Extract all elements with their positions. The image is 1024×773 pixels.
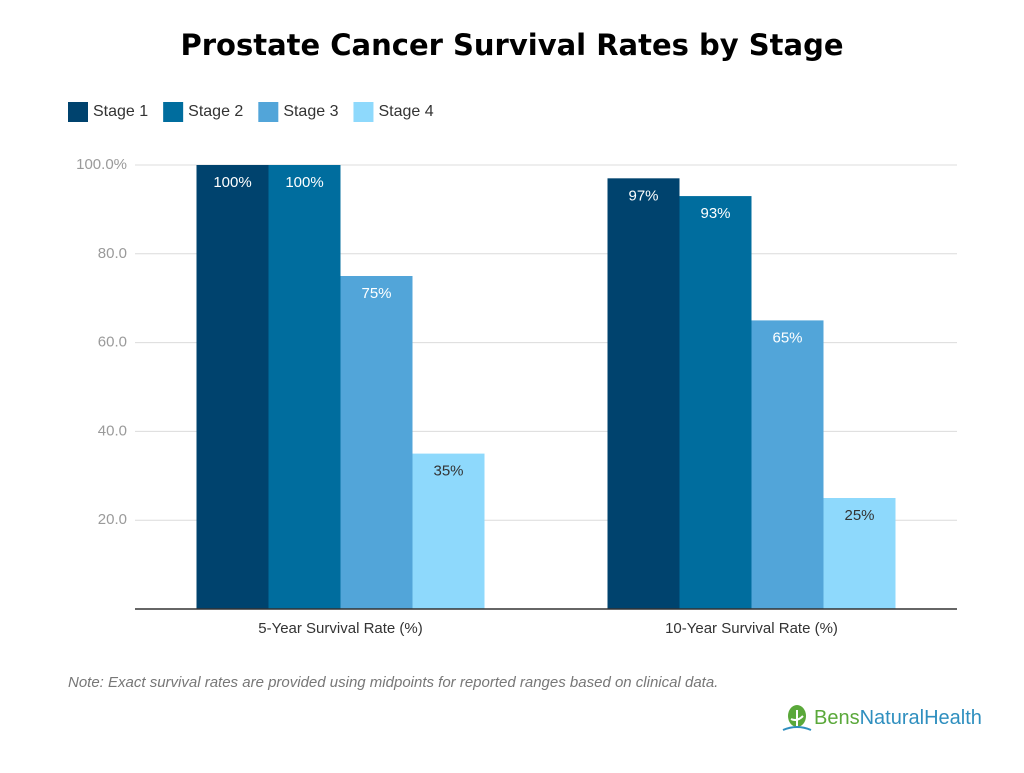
value-label: 93% [700, 205, 730, 222]
bar [340, 276, 413, 609]
brand-name: BensNaturalHealth [814, 707, 982, 729]
legend-swatch [163, 102, 184, 122]
legend-swatch [68, 102, 88, 122]
logo-wave [782, 726, 812, 731]
legend-label: Stage 4 [378, 103, 433, 120]
logo-vein [790, 710, 804, 726]
y-tick-label: 80.0 [98, 245, 127, 262]
value-label: 75% [361, 285, 391, 302]
x-tick-label: 5-Year Survival Rate (%) [258, 620, 423, 637]
legend-label: Stage 3 [283, 103, 338, 120]
value-label: 100% [213, 174, 251, 191]
brand-logo: BensNaturalHealth [782, 705, 982, 731]
legend-label: Stage 2 [188, 103, 243, 120]
y-tick-label: 60.0 [98, 334, 127, 351]
bar [607, 178, 680, 609]
y-tick-label: 20.0 [98, 511, 127, 528]
value-label: 100% [285, 174, 323, 191]
legend-swatch [353, 102, 374, 122]
y-tick-label: 100.0% [76, 156, 127, 173]
bar [679, 196, 752, 609]
value-label: 25% [844, 507, 874, 524]
bar [412, 453, 485, 609]
bar [196, 165, 269, 609]
brand-part: Bens [814, 707, 860, 729]
bar [751, 320, 824, 609]
y-tick-label: 40.0 [98, 422, 127, 439]
chart-title: Prostate Cancer Survival Rates by Stage [180, 28, 843, 62]
bar [268, 165, 341, 609]
value-label: 35% [433, 463, 463, 480]
bar [823, 498, 896, 609]
value-label: 97% [628, 187, 658, 204]
note: Note: Exact survival rates are provided … [68, 674, 718, 691]
legend-label: Stage 1 [93, 103, 148, 120]
x-tick-label: 10-Year Survival Rate (%) [665, 620, 838, 637]
brand-part: NaturalHealth [860, 707, 982, 729]
legend-swatch [258, 102, 279, 122]
value-label: 65% [772, 329, 802, 346]
